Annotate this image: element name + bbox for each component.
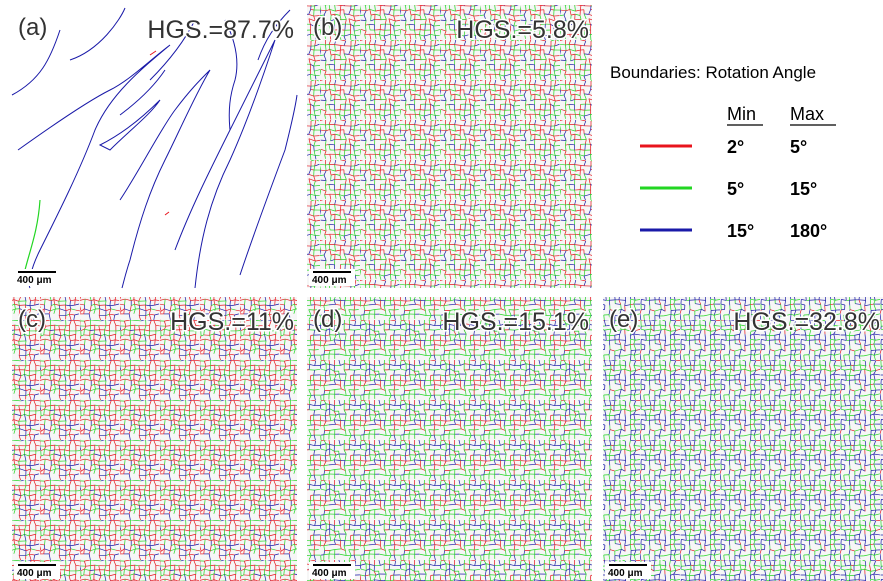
legend-header: Max [790,104,824,124]
figure: (a)HGS.=87.7%400 μm(b)HGS.=5.8%400 μm(c)… [0,0,883,581]
legend-min: 2° [727,137,744,157]
legend-min: 5° [727,179,744,199]
map-a [12,5,297,288]
legend-min: 15° [727,221,754,241]
scale-bar-label: 400 μm [608,568,643,579]
hgs-value: HGS.=11% [170,308,294,336]
panel: (b) HGS.=5.8% 400 μm [307,5,592,288]
panel: (c) HGS.=11% 400 μm [12,297,297,581]
ebsd-map [307,297,592,581]
ebsd-map [307,5,592,288]
legend: Boundaries: Rotation Angle Min Max 2° 5° 5° 15… [610,63,836,241]
legend-max: 5° [790,137,807,157]
hgs-value: HGS.=32.8% [733,308,880,336]
panel-a [12,5,297,288]
panel: (e) HGS.=32.8% 400 μm [603,297,883,581]
ebsd-map [12,297,297,581]
legend-title: Boundaries: Rotation Angle [610,63,816,82]
legend-max: 180° [790,221,827,241]
panel-label: (e) [609,306,638,333]
scale-bar-label: 400 μm [17,568,52,579]
hgs-value: HGS.=5.8% [456,16,589,44]
panel-label: (c) [18,306,46,333]
legend-header: Min [727,104,756,124]
panel-label: (b) [313,14,342,41]
panel-label: (d) [313,306,342,333]
scale-bar-label: 400 μm [312,568,347,579]
scale-bar-label: 400 μm [17,275,52,286]
ebsd-map [603,297,883,581]
hgs-value: HGS.=87.7% [147,16,294,44]
panel: (d) HGS.=15.1% 400 μm [307,297,592,581]
legend-max: 15° [790,179,817,199]
hgs-value: HGS.=15.1% [442,308,589,336]
panel-label: (a) [18,14,47,41]
scale-bar-label: 400 μm [312,275,347,286]
